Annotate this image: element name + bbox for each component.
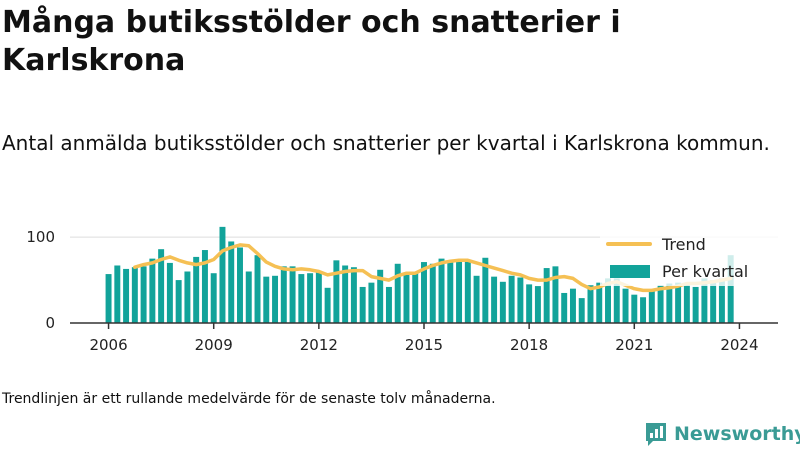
legend-label-per-kvartal: Per kvartal <box>662 262 748 281</box>
chart-title: Många butiksstölder och snatterier i Kar… <box>2 5 621 78</box>
bar <box>657 285 664 323</box>
bar <box>718 278 725 323</box>
x-tick-label-2015: 2015 <box>405 336 443 354</box>
bar <box>377 269 384 323</box>
bar <box>631 294 638 323</box>
bar <box>578 298 585 323</box>
bar <box>447 261 454 323</box>
bar <box>429 263 436 323</box>
bar <box>201 250 208 323</box>
x-tick-label-2009: 2009 <box>195 336 233 354</box>
bar <box>210 273 217 323</box>
bar <box>333 260 340 323</box>
bar <box>517 277 524 323</box>
bar <box>289 266 296 323</box>
bar <box>569 288 576 323</box>
bar <box>385 286 392 323</box>
bar <box>280 266 287 323</box>
bar-series <box>105 226 734 323</box>
x-axis: 2006 2009 2012 2015 2018 2021 2024 <box>70 322 778 354</box>
bar <box>315 271 322 323</box>
bar <box>508 275 515 323</box>
x-tick-label-2024: 2024 <box>720 336 758 354</box>
x-tick-label-2006: 2006 <box>89 336 127 354</box>
x-tick-label-2012: 2012 <box>300 336 338 354</box>
bar <box>727 255 734 323</box>
bar <box>131 267 138 323</box>
bar <box>394 263 401 323</box>
bar <box>228 241 235 323</box>
y-tick-label-100: 100 <box>26 228 55 246</box>
bar <box>438 258 445 323</box>
bar <box>552 266 559 323</box>
brand-logo: Newsworthy <box>644 419 800 449</box>
trend-series <box>133 243 733 293</box>
bar <box>605 278 611 323</box>
bar <box>298 274 305 323</box>
bar <box>350 267 357 323</box>
bar <box>596 282 603 323</box>
bar <box>526 284 533 323</box>
bar <box>272 275 279 323</box>
bar <box>123 268 130 323</box>
legend-swatch-per-kvartal <box>610 265 650 278</box>
bar <box>307 273 314 323</box>
bar <box>701 278 708 323</box>
bar <box>710 280 717 323</box>
bar <box>412 273 419 323</box>
bar <box>245 271 252 323</box>
chart: 2006 2009 2012 2015 2018 2021 2024 0 100 Trend … <box>26 226 778 354</box>
legend-label-trend: Trend <box>661 235 706 254</box>
bar <box>666 283 673 323</box>
bar <box>622 288 629 323</box>
bar <box>359 286 366 323</box>
x-tick-label-2018: 2018 <box>510 336 548 354</box>
bar <box>219 226 226 323</box>
bar <box>149 258 156 323</box>
bar <box>587 285 594 323</box>
bar <box>482 257 489 323</box>
bar <box>421 262 427 323</box>
bar <box>193 256 200 323</box>
bar <box>237 247 243 323</box>
bar <box>184 271 191 323</box>
bar <box>342 265 349 323</box>
bar <box>561 292 568 323</box>
bar <box>114 265 121 323</box>
bar <box>456 261 463 323</box>
bar <box>254 255 261 323</box>
bar <box>158 249 165 323</box>
y-tick-label-0: 0 <box>45 314 55 332</box>
bar <box>534 286 541 323</box>
bar <box>613 278 620 323</box>
bar <box>175 280 182 323</box>
bar <box>473 275 480 323</box>
bar <box>368 282 375 323</box>
trend-line <box>133 243 733 293</box>
bar <box>640 297 647 323</box>
bar <box>166 262 173 323</box>
bar <box>324 287 331 323</box>
footnote: Trendlinjen är ett rullande medelvärde f… <box>2 391 496 407</box>
bar <box>543 268 550 323</box>
chart-subtitle: Antal anmälda butiksstölder och snatteri… <box>2 131 770 155</box>
brand-name: Newsworthy <box>674 423 800 445</box>
bar <box>683 282 690 323</box>
bar <box>140 266 147 323</box>
bar <box>648 289 655 323</box>
bar <box>263 276 270 323</box>
bar <box>403 274 410 323</box>
y-axis: 0 100 <box>26 228 55 332</box>
bar <box>105 274 112 323</box>
bar <box>491 276 498 323</box>
x-tick-label-2021: 2021 <box>615 336 653 354</box>
newsworthy-logo-icon <box>646 423 666 446</box>
bar <box>675 282 682 323</box>
bar <box>464 260 471 323</box>
bar <box>692 286 699 323</box>
bar <box>499 281 506 323</box>
legend: Trend Per kvartal <box>600 235 778 286</box>
